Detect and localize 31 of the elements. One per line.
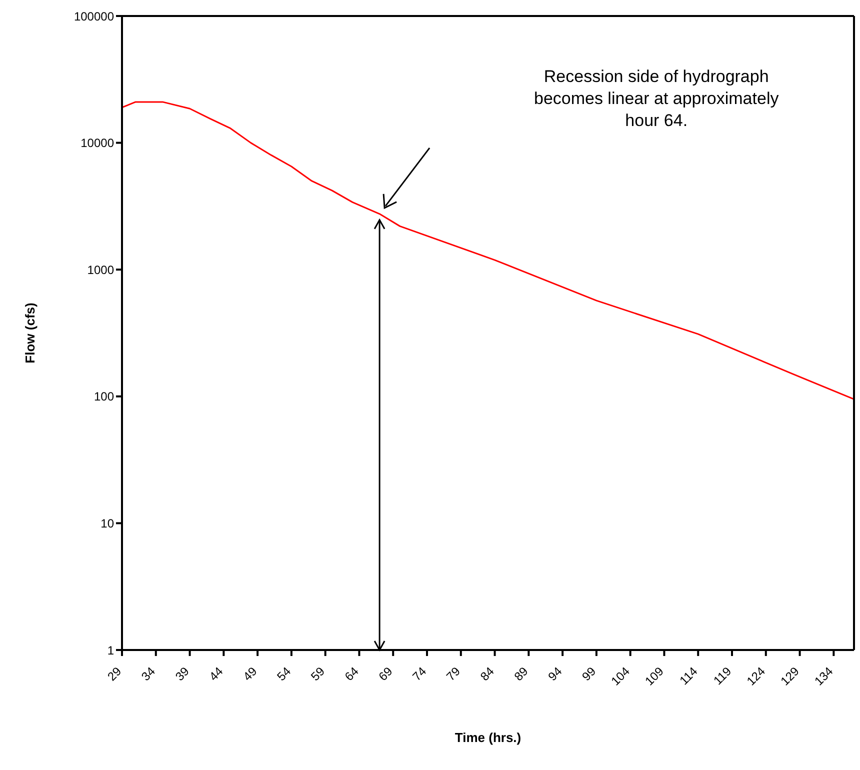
x-tick-label: 114 [676,664,700,688]
y-tick-label: 1000 [87,262,114,277]
x-tick-label: 34 [138,664,158,684]
x-tick-label: 89 [511,664,532,684]
y-axis-title: Flow (cfs) [22,302,38,364]
x-tick-label: 99 [579,664,599,684]
x-tick-label: 94 [545,664,565,684]
x-tick-label: 64 [342,664,362,684]
x-tick-label: 104 [608,664,633,688]
x-tick-label: 29 [104,664,124,684]
y-tick-label: 100 [94,390,114,404]
x-tick-label: 129 [778,664,802,688]
x-tick-label: 134 [812,664,836,688]
y-tick-label: 10 [100,516,114,530]
annotation: Recession side of hydrograph becomes linear at approximately hour 64. [534,67,780,130]
x-axis-title: Time (hrs.) [454,730,522,745]
x-tick-label: 69 [376,664,396,684]
x-tick-label: 119 [710,664,734,688]
x-tick-label: 44 [206,664,226,684]
x-tick-label: 74 [410,664,430,684]
x-tick-label: 109 [642,664,667,688]
x-tick-label: 124 [744,664,768,688]
x-tick-label: 54 [274,664,294,684]
x-tick-label: 79 [444,664,464,684]
y-tick-label: 1 [107,643,114,658]
x-tick-label: 84 [478,664,498,684]
x-tick-label: 49 [240,664,260,684]
y-tick-label: 10000 [80,136,114,150]
y-tick-label: 100000 [74,9,114,24]
x-tick-label: 39 [172,664,192,684]
x-tick-label: 59 [308,664,328,684]
